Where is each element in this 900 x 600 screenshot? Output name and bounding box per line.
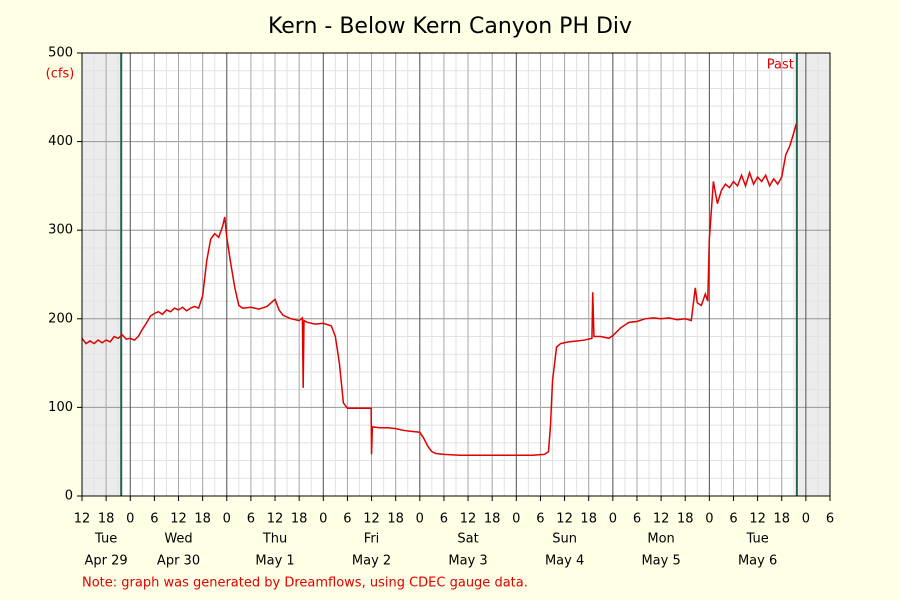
x-tick-label: 12 (267, 512, 284, 527)
shade-after (796, 53, 830, 496)
x-tick-label: 6 (343, 512, 351, 527)
x-tick-label: 18 (194, 512, 211, 527)
x-tick-label: 0 (223, 512, 231, 527)
date-label: May 2 (352, 554, 391, 569)
x-tick-label: 12 (74, 512, 91, 527)
x-tick-label: 6 (729, 512, 737, 527)
note: Note: graph was generated by Dreamflows,… (82, 576, 528, 591)
date-label: May 5 (641, 554, 680, 569)
x-tick-label: 12 (363, 512, 380, 527)
x-tick-label: 12 (556, 512, 573, 527)
x-tick-label: 6 (633, 512, 641, 527)
day-label: Mon (647, 532, 674, 547)
date-label: May 3 (448, 554, 487, 569)
x-tick-label: 12 (170, 512, 187, 527)
x-tick-label: 18 (773, 512, 790, 527)
date-label: May 4 (545, 554, 584, 569)
x-tick-label: 6 (247, 512, 255, 527)
x-tick-label: 18 (484, 512, 501, 527)
x-tick-label: 18 (291, 512, 308, 527)
day-label: Sun (552, 532, 577, 547)
x-tick-label: 6 (536, 512, 544, 527)
x-tick-label: 12 (460, 512, 477, 527)
y-tick-label: 200 (48, 311, 73, 326)
plot-frame (81, 52, 831, 497)
y-tick-label: 400 (48, 134, 73, 149)
day-label: Tue (746, 532, 769, 547)
y-tick-label: 300 (48, 223, 73, 238)
x-tick-label: 0 (416, 512, 424, 527)
y-tick-label: 0 (65, 489, 73, 504)
day-label: Thu (262, 532, 287, 547)
x-tick-label: 12 (749, 512, 766, 527)
x-tick-label: 0 (802, 512, 810, 527)
y-tick-label: 100 (48, 400, 73, 415)
x-tick-label: 18 (580, 512, 597, 527)
x-tick-label: 0 (319, 512, 327, 527)
x-tick-label: 6 (150, 512, 158, 527)
x-tick-label: 18 (98, 512, 115, 527)
day-label: Wed (164, 532, 192, 547)
date-label: Apr 29 (85, 554, 128, 569)
date-label: May 1 (255, 554, 294, 569)
data-line (81, 123, 797, 456)
date-label: Apr 30 (157, 554, 200, 569)
y-tick-label: 500 (48, 46, 73, 61)
day-label: Sat (457, 532, 478, 547)
x-tick-label: 6 (440, 512, 448, 527)
shade-before (82, 53, 122, 496)
x-tick-label: 6 (826, 512, 834, 527)
date-label: May 6 (738, 554, 777, 569)
y-axis-label: (cfs) (46, 67, 75, 82)
x-tick-label: 0 (705, 512, 713, 527)
x-tick-label: 18 (387, 512, 404, 527)
x-tick-label: 18 (677, 512, 694, 527)
x-tick-label: 0 (126, 512, 134, 527)
day-label: Fri (364, 532, 380, 547)
x-tick-label: 0 (609, 512, 617, 527)
chart-title: Kern - Below Kern Canyon PH Div (268, 14, 632, 39)
x-tick-label: 12 (653, 512, 670, 527)
annotation: Past (767, 58, 794, 73)
x-tick-label: 0 (512, 512, 520, 527)
day-label: Tue (94, 532, 117, 547)
